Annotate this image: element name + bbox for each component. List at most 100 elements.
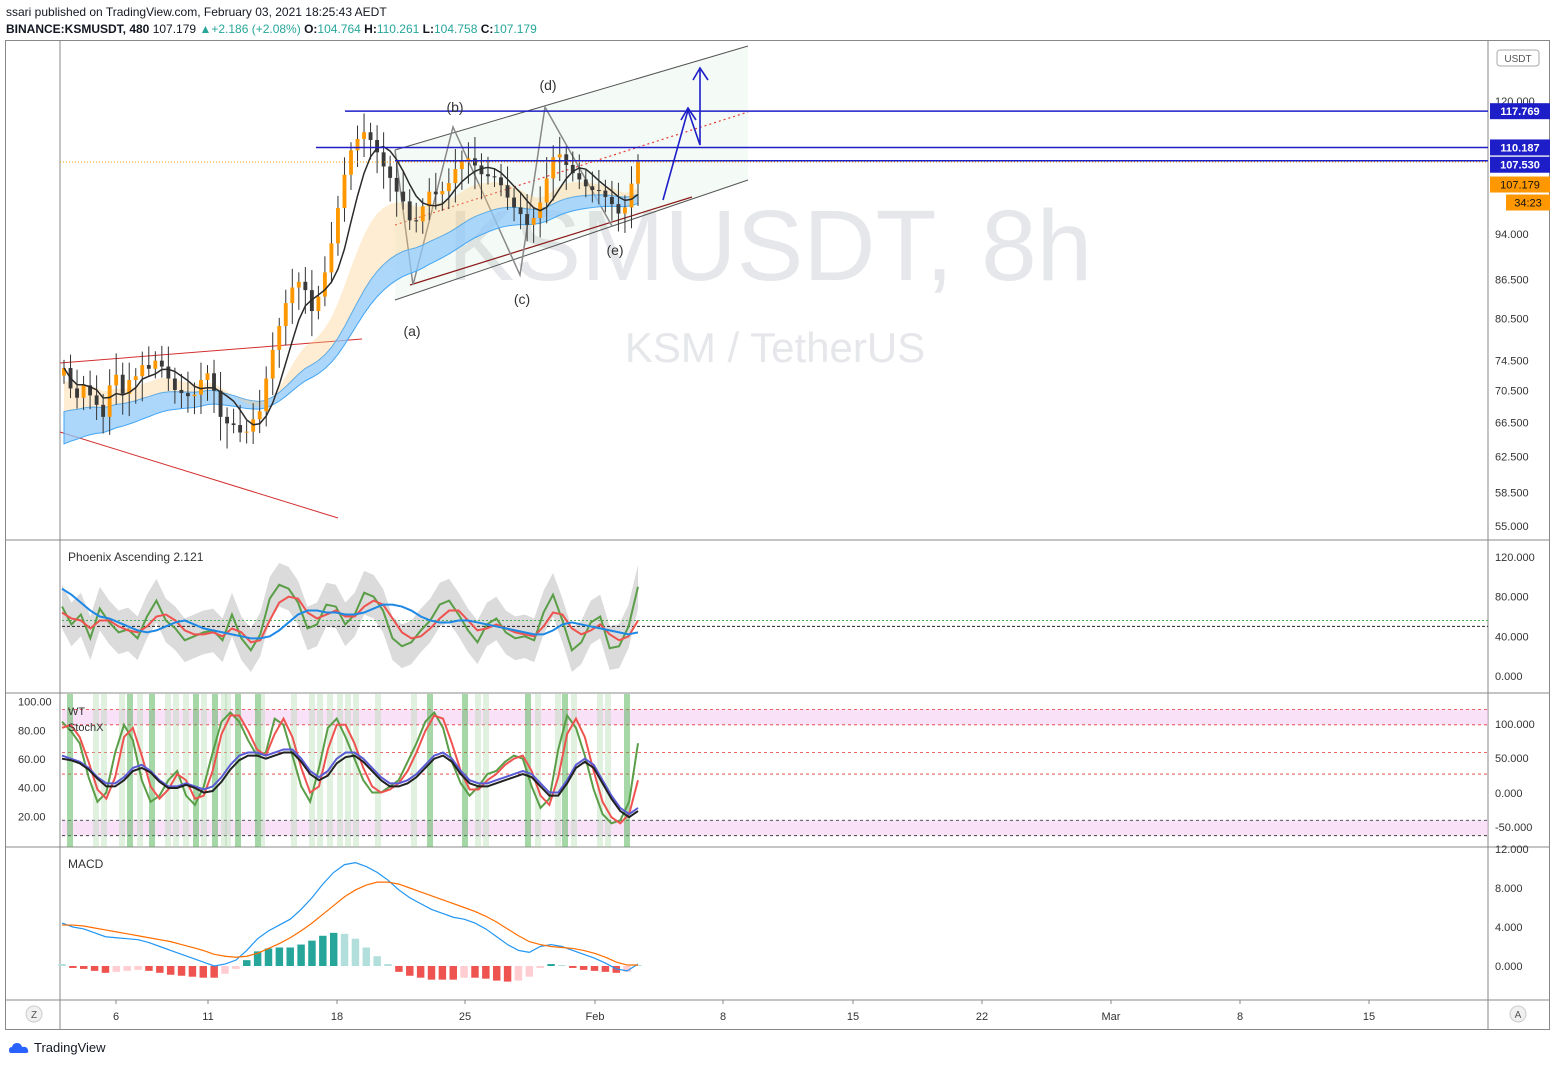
candle[interactable] <box>609 197 614 205</box>
zoom-reset-button[interactable] <box>25 1005 43 1023</box>
candle[interactable] <box>440 191 445 195</box>
currency-badge[interactable] <box>1496 49 1540 67</box>
candle[interactable] <box>629 183 634 208</box>
triangle-lower-line[interactable] <box>59 431 339 519</box>
candle[interactable] <box>623 207 627 214</box>
candle[interactable] <box>492 176 497 178</box>
candle[interactable] <box>544 178 549 203</box>
candle[interactable] <box>81 385 86 398</box>
candle[interactable] <box>94 395 99 405</box>
candle[interactable] <box>394 177 399 192</box>
candle[interactable] <box>244 431 249 433</box>
candle[interactable] <box>238 425 243 433</box>
candle[interactable] <box>512 197 517 208</box>
candle[interactable] <box>570 164 575 174</box>
candle[interactable] <box>355 139 360 151</box>
candle[interactable] <box>349 150 353 175</box>
candle[interactable] <box>277 325 282 350</box>
projection-path[interactable] <box>662 70 701 201</box>
candle[interactable] <box>296 281 301 288</box>
candle[interactable] <box>446 183 451 192</box>
candle[interactable] <box>505 185 510 198</box>
candle[interactable] <box>459 161 464 170</box>
tradingview-logo[interactable]: TradingView <box>8 1040 106 1055</box>
candle[interactable] <box>551 157 556 179</box>
candle[interactable] <box>75 388 79 398</box>
candle[interactable] <box>557 154 562 158</box>
macd-pane[interactable]: 12.000 8.000 4.000 0.000 <box>58 844 1529 982</box>
candle[interactable] <box>179 389 184 394</box>
candle[interactable] <box>453 169 458 184</box>
candle[interactable] <box>153 360 158 369</box>
candle[interactable] <box>120 374 125 394</box>
candle[interactable] <box>264 378 269 412</box>
candle[interactable] <box>185 393 190 397</box>
candle[interactable] <box>316 296 321 312</box>
candle[interactable] <box>577 173 582 180</box>
candle[interactable] <box>401 191 406 202</box>
candle[interactable] <box>336 207 340 244</box>
candle[interactable] <box>596 190 601 192</box>
price-axis[interactable]: 120.00094.00086.50080.50074.50070.50066.… <box>1495 96 1535 533</box>
candle[interactable] <box>603 190 608 198</box>
candle[interactable] <box>590 186 595 191</box>
candle[interactable] <box>166 366 171 379</box>
candle[interactable] <box>270 349 275 379</box>
candle[interactable] <box>414 220 419 222</box>
candle[interactable] <box>388 166 393 178</box>
phoenix-pane[interactable]: 120.000 80.000 40.000 0.000 <box>61 552 1535 683</box>
candle[interactable] <box>212 373 216 391</box>
candle[interactable] <box>479 165 484 175</box>
candle[interactable] <box>531 218 536 225</box>
candle[interactable] <box>88 385 93 396</box>
candle[interactable] <box>107 385 112 417</box>
candle[interactable] <box>427 191 432 207</box>
time-axis[interactable]: 6 11 18 25 Feb 8 15 22 Mar 8 15 <box>113 1000 1375 1023</box>
candle[interactable] <box>375 140 380 153</box>
candle[interactable] <box>433 191 438 195</box>
candle[interactable] <box>199 380 203 395</box>
candle[interactable] <box>420 206 425 222</box>
candle[interactable] <box>192 394 197 397</box>
candle[interactable] <box>525 214 530 225</box>
candle[interactable] <box>225 416 230 424</box>
candle[interactable] <box>133 376 138 381</box>
candle[interactable] <box>499 177 503 186</box>
candle[interactable] <box>257 411 262 420</box>
symbol-label[interactable]: BINANCE:KSMUSDT, 480 <box>6 22 150 36</box>
support-trendline[interactable] <box>409 196 693 286</box>
horizontal-levels[interactable] <box>316 110 1488 162</box>
channel-upper-line[interactable] <box>394 45 749 151</box>
candle[interactable] <box>172 378 177 390</box>
candle[interactable] <box>518 207 523 215</box>
candle[interactable] <box>486 174 490 177</box>
triangle-upper-line[interactable] <box>59 338 363 364</box>
candle[interactable] <box>159 360 164 367</box>
candle[interactable] <box>466 158 471 162</box>
candle[interactable] <box>114 374 119 386</box>
candle[interactable] <box>381 152 386 167</box>
candle[interactable] <box>342 174 347 208</box>
candle[interactable] <box>636 162 640 184</box>
channel-lower-line[interactable] <box>394 179 749 301</box>
candle[interactable] <box>362 132 366 140</box>
candle[interactable] <box>127 380 132 394</box>
candle[interactable] <box>140 365 145 377</box>
candle[interactable] <box>564 154 569 165</box>
candle[interactable] <box>329 243 334 273</box>
candle[interactable] <box>583 179 588 187</box>
candle[interactable] <box>205 373 210 381</box>
candle[interactable] <box>368 132 373 141</box>
auto-scale-button[interactable] <box>1509 1005 1527 1023</box>
candle[interactable] <box>231 423 236 426</box>
candle[interactable] <box>290 287 295 304</box>
candle[interactable] <box>146 365 151 369</box>
wt-pane[interactable]: 100.00 80.00 60.00 40.00 20.00 100.000 50.000 0… <box>18 694 1535 847</box>
candle[interactable] <box>407 201 412 221</box>
candle[interactable] <box>616 204 621 214</box>
candle[interactable] <box>62 368 66 376</box>
candle[interactable] <box>218 390 223 417</box>
candle[interactable] <box>101 404 106 417</box>
candle[interactable] <box>322 272 327 297</box>
